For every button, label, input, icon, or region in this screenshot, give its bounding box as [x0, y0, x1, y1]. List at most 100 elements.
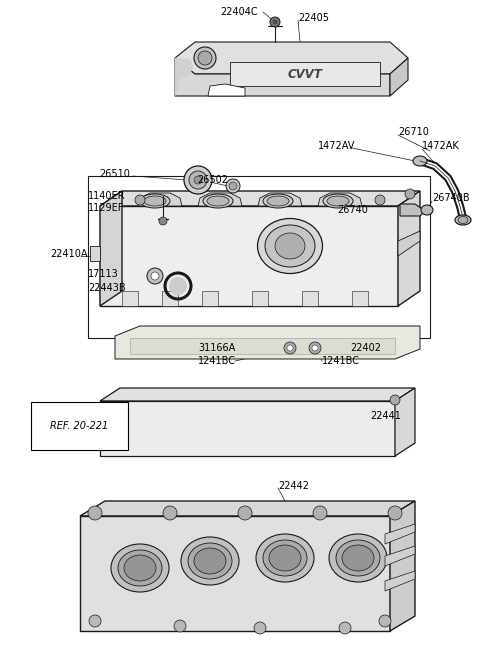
Text: 26740: 26740	[337, 205, 368, 215]
Circle shape	[163, 506, 177, 520]
Ellipse shape	[455, 215, 471, 225]
Circle shape	[151, 272, 159, 280]
Polygon shape	[230, 62, 380, 86]
Circle shape	[226, 179, 240, 193]
Polygon shape	[395, 388, 415, 456]
Ellipse shape	[181, 537, 239, 585]
Polygon shape	[400, 204, 425, 216]
Circle shape	[194, 47, 216, 69]
Circle shape	[375, 195, 385, 205]
Polygon shape	[175, 58, 193, 96]
Circle shape	[147, 268, 163, 284]
Ellipse shape	[111, 544, 169, 592]
Polygon shape	[175, 58, 390, 96]
Text: 17113: 17113	[88, 269, 119, 279]
Ellipse shape	[263, 540, 307, 576]
Ellipse shape	[203, 194, 233, 208]
Ellipse shape	[275, 233, 305, 259]
Ellipse shape	[342, 545, 374, 571]
Circle shape	[287, 345, 293, 351]
Ellipse shape	[458, 216, 468, 224]
Text: 26502: 26502	[197, 175, 228, 185]
Circle shape	[135, 195, 145, 205]
Polygon shape	[398, 231, 420, 256]
Polygon shape	[122, 291, 138, 306]
Text: REF. 20-221: REF. 20-221	[50, 421, 108, 431]
Polygon shape	[100, 191, 420, 206]
Circle shape	[390, 395, 400, 405]
Polygon shape	[208, 84, 245, 96]
Text: 1241BC: 1241BC	[198, 356, 236, 366]
Circle shape	[313, 506, 327, 520]
Text: CVVT: CVVT	[288, 68, 323, 81]
Text: 22402: 22402	[350, 343, 381, 353]
Polygon shape	[80, 501, 415, 516]
Circle shape	[405, 189, 415, 199]
Circle shape	[284, 342, 296, 354]
Circle shape	[273, 20, 277, 24]
Ellipse shape	[327, 196, 349, 206]
Text: 26510: 26510	[99, 169, 130, 179]
Circle shape	[312, 345, 318, 351]
Polygon shape	[100, 388, 415, 401]
Ellipse shape	[269, 545, 301, 571]
Polygon shape	[90, 246, 100, 261]
Polygon shape	[390, 501, 415, 631]
Ellipse shape	[323, 194, 353, 208]
Polygon shape	[252, 291, 268, 306]
Text: 1472AV: 1472AV	[318, 141, 355, 151]
Polygon shape	[385, 524, 415, 544]
Ellipse shape	[256, 534, 314, 582]
Polygon shape	[390, 58, 408, 96]
Polygon shape	[258, 193, 302, 206]
Ellipse shape	[124, 555, 156, 581]
Polygon shape	[138, 193, 182, 206]
Text: 1129EF: 1129EF	[88, 203, 124, 213]
Text: 31166A: 31166A	[198, 343, 235, 353]
Polygon shape	[398, 191, 420, 306]
Polygon shape	[318, 193, 362, 206]
Polygon shape	[80, 516, 390, 631]
Text: 1241BC: 1241BC	[322, 356, 360, 366]
Circle shape	[229, 182, 237, 190]
Text: 26740B: 26740B	[432, 193, 469, 203]
Text: 22405: 22405	[298, 13, 329, 23]
Circle shape	[174, 620, 186, 632]
Polygon shape	[385, 546, 415, 566]
Circle shape	[184, 166, 212, 194]
Ellipse shape	[140, 194, 170, 208]
Circle shape	[238, 506, 252, 520]
Polygon shape	[115, 326, 420, 359]
Polygon shape	[202, 291, 218, 306]
Circle shape	[339, 622, 351, 634]
Circle shape	[198, 51, 212, 65]
Text: 26710: 26710	[398, 127, 429, 137]
Polygon shape	[100, 191, 122, 306]
Circle shape	[379, 615, 391, 627]
Ellipse shape	[257, 218, 323, 274]
Ellipse shape	[194, 548, 226, 574]
Text: 1472AK: 1472AK	[422, 141, 460, 151]
Polygon shape	[198, 193, 242, 206]
Circle shape	[88, 506, 102, 520]
Text: 1140ER: 1140ER	[88, 191, 125, 201]
Polygon shape	[100, 401, 395, 456]
Circle shape	[388, 506, 402, 520]
Ellipse shape	[265, 225, 315, 267]
Polygon shape	[85, 408, 100, 424]
Ellipse shape	[413, 156, 427, 166]
Ellipse shape	[144, 196, 166, 206]
Polygon shape	[100, 206, 398, 306]
Polygon shape	[385, 571, 415, 591]
Text: 22410A: 22410A	[50, 249, 87, 259]
Circle shape	[159, 217, 167, 225]
Circle shape	[169, 277, 187, 295]
Ellipse shape	[421, 205, 433, 215]
Polygon shape	[175, 42, 408, 74]
Polygon shape	[162, 291, 178, 306]
Circle shape	[254, 622, 266, 634]
Circle shape	[189, 171, 207, 189]
Text: 22442: 22442	[278, 481, 309, 491]
Ellipse shape	[336, 540, 380, 576]
Text: 22443B: 22443B	[88, 283, 126, 293]
